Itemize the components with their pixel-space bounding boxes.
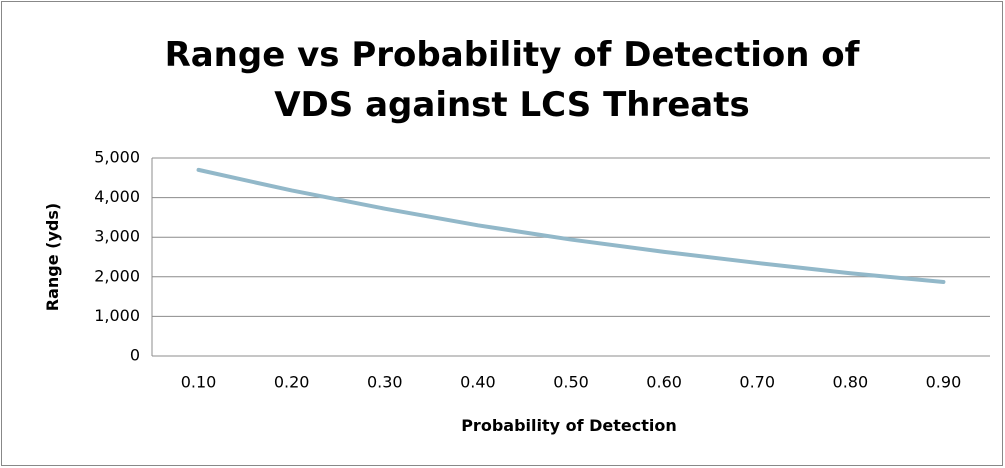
x-tick-label: 0.40 [460, 373, 496, 392]
y-tick-label: 5,000 [94, 148, 140, 167]
y-tick-label: 3,000 [94, 227, 140, 246]
line-series [196, 167, 946, 284]
x-tick-label: 0.10 [181, 373, 217, 392]
x-tick-label: 0.60 [646, 373, 682, 392]
x-tick-label: 0.50 [553, 373, 589, 392]
y-tick-label: 1,000 [94, 306, 140, 325]
y-tick-label: 2,000 [94, 266, 140, 285]
x-tick-label: 0.20 [274, 373, 310, 392]
x-axis-title: Probability of Detection [461, 416, 677, 435]
x-tick-label: 0.70 [739, 373, 775, 392]
x-tick-label: 0.90 [926, 373, 962, 392]
y-axis-title: Range (yds) [43, 203, 62, 311]
chart-title: Range vs Probability of Detection of [165, 35, 861, 75]
x-tick-label: 0.80 [833, 373, 869, 392]
y-tick-label: 0 [130, 346, 140, 365]
chart-subtitle: VDS against LCS Threats [274, 85, 750, 125]
x-tick-label: 0.30 [367, 373, 403, 392]
y-tick-label: 4,000 [94, 187, 140, 206]
